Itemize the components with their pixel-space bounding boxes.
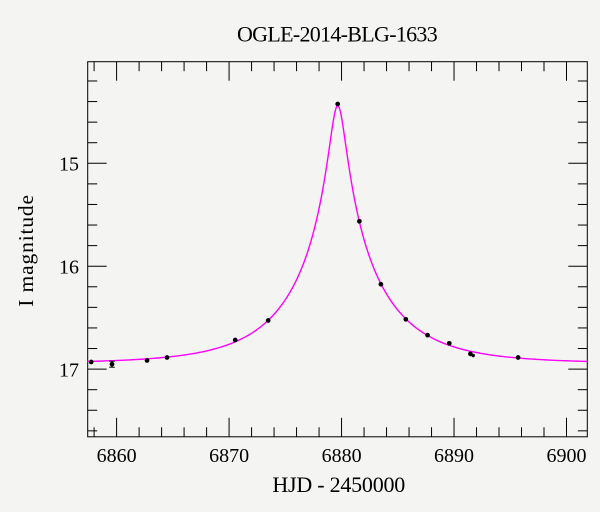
svg-text:6890: 6890 [434,445,474,467]
svg-text:16: 16 [59,257,79,279]
svg-text:15: 15 [59,154,79,176]
svg-text:17: 17 [59,359,79,381]
svg-text:OGLE-2014-BLG-1633: OGLE-2014-BLG-1633 [237,21,438,46]
svg-text:I magnitude: I magnitude [14,194,38,307]
svg-text:6880: 6880 [322,445,362,467]
svg-text:6860: 6860 [97,445,137,467]
svg-text:HJD - 2450000: HJD - 2450000 [272,472,405,497]
svg-text:6900: 6900 [547,445,587,467]
svg-text:6870: 6870 [209,445,249,467]
